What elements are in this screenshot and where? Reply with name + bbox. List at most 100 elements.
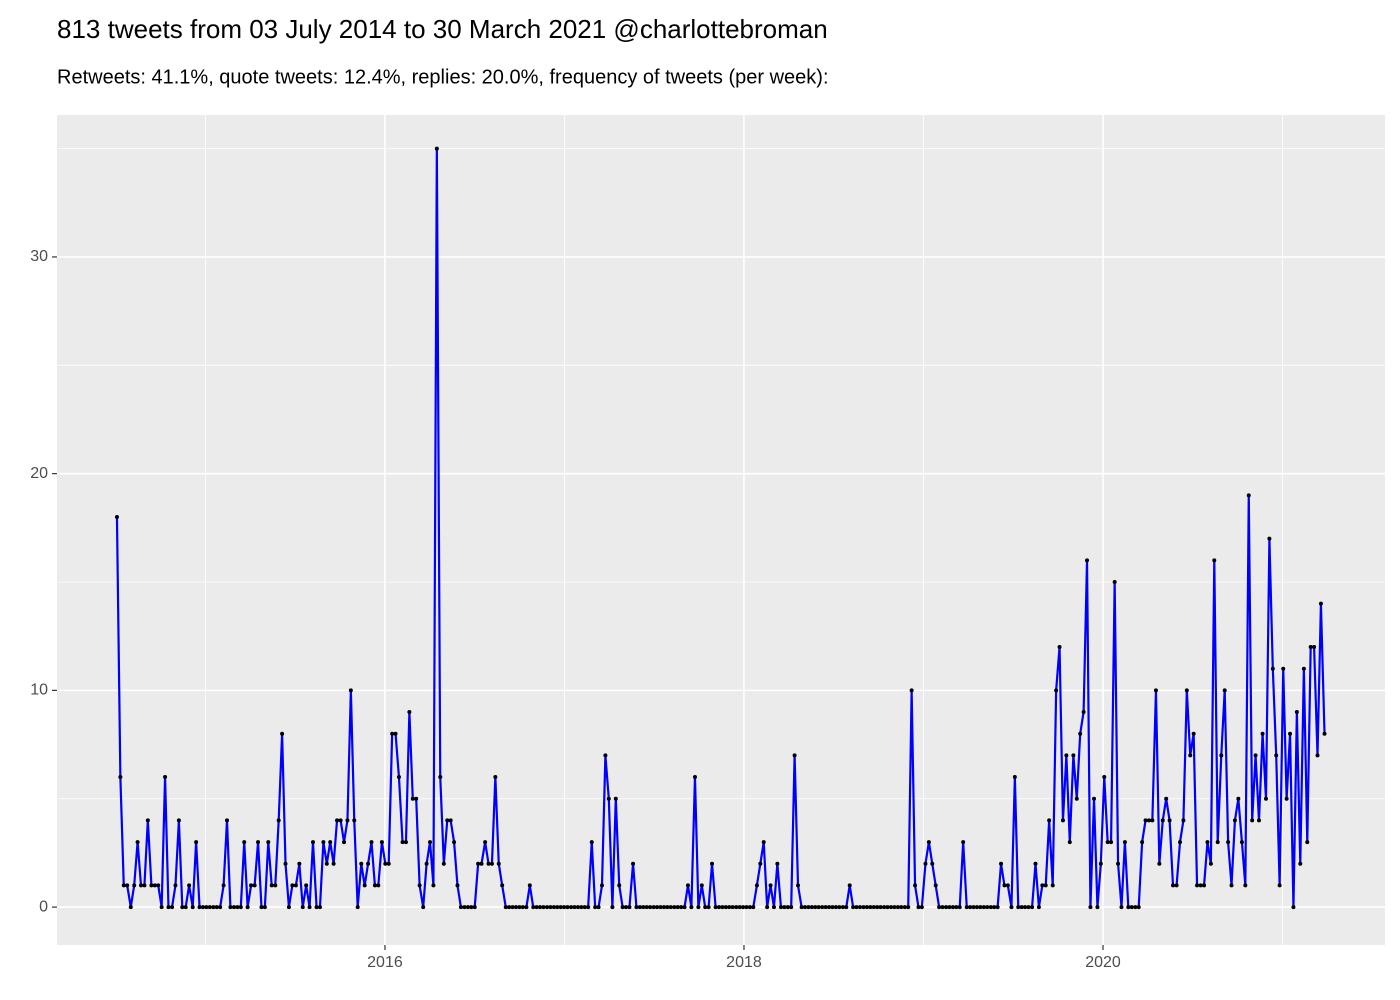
point (400, 840, 405, 845)
point (1153, 688, 1158, 693)
point (875, 905, 880, 910)
point (851, 905, 856, 910)
point (751, 905, 756, 910)
point (403, 840, 408, 845)
point (1116, 861, 1121, 866)
point (1146, 818, 1151, 823)
point (424, 861, 429, 866)
point (283, 861, 288, 866)
point (871, 905, 876, 910)
point (913, 883, 918, 888)
point (386, 861, 391, 866)
point (345, 818, 350, 823)
point (300, 905, 305, 910)
point (1078, 731, 1083, 736)
point (407, 710, 412, 715)
point (527, 883, 532, 888)
point (720, 905, 725, 910)
point (685, 883, 690, 888)
point (1109, 840, 1114, 845)
point (242, 840, 247, 845)
point (1184, 688, 1189, 693)
point (307, 905, 312, 910)
point (569, 905, 574, 910)
point (933, 883, 938, 888)
point (548, 905, 553, 910)
point (1133, 905, 1138, 910)
point (1171, 883, 1176, 888)
point (1088, 905, 1093, 910)
point (266, 840, 271, 845)
point (1150, 818, 1155, 823)
point (149, 883, 154, 888)
point (806, 905, 811, 910)
plot-panel (57, 115, 1385, 945)
point (262, 905, 267, 910)
point (1060, 818, 1065, 823)
point (434, 146, 439, 151)
point (1178, 840, 1183, 845)
point (1239, 840, 1244, 845)
point (555, 905, 560, 910)
point (734, 905, 739, 910)
point (974, 905, 979, 910)
point (1315, 753, 1320, 758)
point (441, 861, 446, 866)
point (372, 883, 377, 888)
point (1043, 883, 1048, 888)
point (290, 883, 295, 888)
point (1098, 861, 1103, 866)
point (737, 905, 742, 910)
point (995, 905, 1000, 910)
point (1126, 905, 1131, 910)
point (469, 905, 474, 910)
point (1208, 861, 1213, 866)
point (1047, 818, 1052, 823)
point (775, 861, 780, 866)
point (672, 905, 677, 910)
point (207, 905, 212, 910)
point (1119, 905, 1124, 910)
point (517, 905, 522, 910)
point (121, 883, 126, 888)
point (692, 775, 697, 780)
point (830, 905, 835, 910)
point (1288, 731, 1293, 736)
point (1071, 753, 1076, 758)
point (699, 883, 704, 888)
point (706, 905, 711, 910)
point (1143, 818, 1148, 823)
point (992, 905, 997, 910)
point (1294, 710, 1299, 715)
point (352, 818, 357, 823)
point (156, 883, 161, 888)
chart-title: 813 tweets from 03 July 2014 to 30 March… (57, 14, 828, 44)
point (847, 883, 852, 888)
point (1291, 905, 1296, 910)
point (514, 905, 519, 910)
point (496, 861, 501, 866)
point (1160, 818, 1165, 823)
point (906, 905, 911, 910)
point (1033, 861, 1038, 866)
point (1322, 731, 1327, 736)
point (820, 905, 825, 910)
point (909, 688, 914, 693)
point (321, 840, 326, 845)
point (1243, 883, 1248, 888)
point (999, 861, 1004, 866)
point (259, 905, 264, 910)
point (520, 905, 525, 910)
point (637, 905, 642, 910)
point (954, 905, 959, 910)
point (1005, 883, 1010, 888)
point (249, 883, 254, 888)
point (1277, 883, 1282, 888)
point (668, 905, 673, 910)
point (410, 796, 415, 801)
point (176, 818, 181, 823)
point (366, 861, 371, 866)
point (837, 905, 842, 910)
point (885, 905, 890, 910)
